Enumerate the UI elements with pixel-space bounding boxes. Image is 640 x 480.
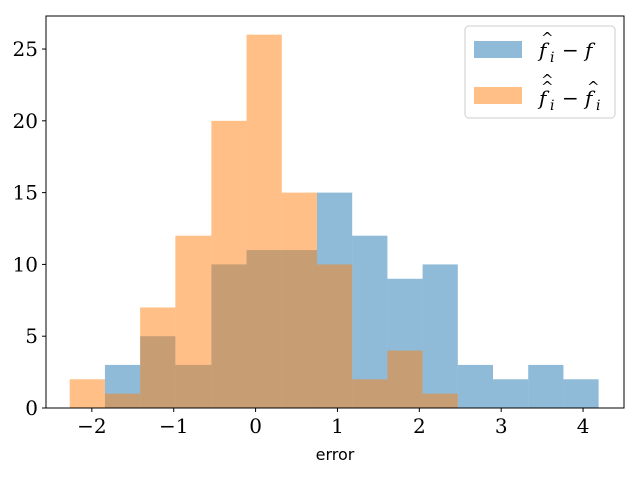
svg-text:i: i bbox=[596, 98, 600, 114]
x-tick-label: −2 bbox=[77, 414, 106, 438]
legend-swatch-series-2 bbox=[474, 87, 522, 104]
bar-series-2-bin-5 bbox=[211, 120, 247, 408]
legend-swatch-series-1 bbox=[474, 41, 522, 58]
y-tick-label: 0 bbox=[25, 396, 38, 420]
bar-series-1-bin-12 bbox=[493, 379, 529, 408]
plot-frame bbox=[45, 15, 625, 409]
legend: f ^ i − f f ^ ^ i − f ^ i bbox=[464, 25, 616, 119]
svg-text:−: − bbox=[562, 86, 579, 110]
x-tick-label: 3 bbox=[495, 414, 508, 438]
x-tick-label: 1 bbox=[331, 414, 344, 438]
bar-series-2-bin-11 bbox=[422, 393, 458, 408]
x-tick-label: −1 bbox=[159, 414, 188, 438]
y-tick-label: 20 bbox=[13, 109, 38, 133]
bar-series-2-bin-1 bbox=[69, 379, 105, 408]
bar-series-2-bin-2 bbox=[104, 393, 141, 408]
svg-text:i: i bbox=[550, 50, 554, 66]
x-tick-label: 2 bbox=[413, 414, 426, 438]
y-tick-label: 5 bbox=[25, 324, 38, 348]
svg-text:−: − bbox=[562, 38, 579, 62]
bar-series-2-bin-7 bbox=[281, 192, 317, 408]
bar-series-2-bin-10 bbox=[387, 350, 423, 408]
x-tick-label: 0 bbox=[249, 414, 262, 438]
svg-text:i: i bbox=[550, 98, 554, 114]
bar-series-2-bin-3 bbox=[140, 307, 176, 408]
x-tick-label: 4 bbox=[577, 414, 590, 438]
y-tick-label: 15 bbox=[13, 181, 38, 205]
bar-series-1-bin-10 bbox=[422, 264, 458, 408]
y-tick-label: 10 bbox=[13, 252, 38, 276]
bar-series-1-bin-11 bbox=[457, 364, 494, 408]
bar-series-2-bin-6 bbox=[246, 34, 282, 408]
x-axis-label: error bbox=[316, 445, 355, 464]
bar-series-1-bin-14 bbox=[563, 379, 599, 408]
bar-series-2-bin-4 bbox=[175, 235, 212, 408]
bar-series-2-bin-9 bbox=[352, 379, 388, 408]
svg-text:^: ^ bbox=[541, 78, 554, 96]
bar-series-2-bin-8 bbox=[316, 264, 353, 408]
svg-text:^: ^ bbox=[541, 29, 554, 47]
svg-text:^: ^ bbox=[587, 78, 600, 96]
bar-series-1-bin-13 bbox=[528, 364, 564, 408]
y-tick-label: 25 bbox=[13, 37, 38, 61]
svg-text:^: ^ bbox=[541, 71, 554, 89]
